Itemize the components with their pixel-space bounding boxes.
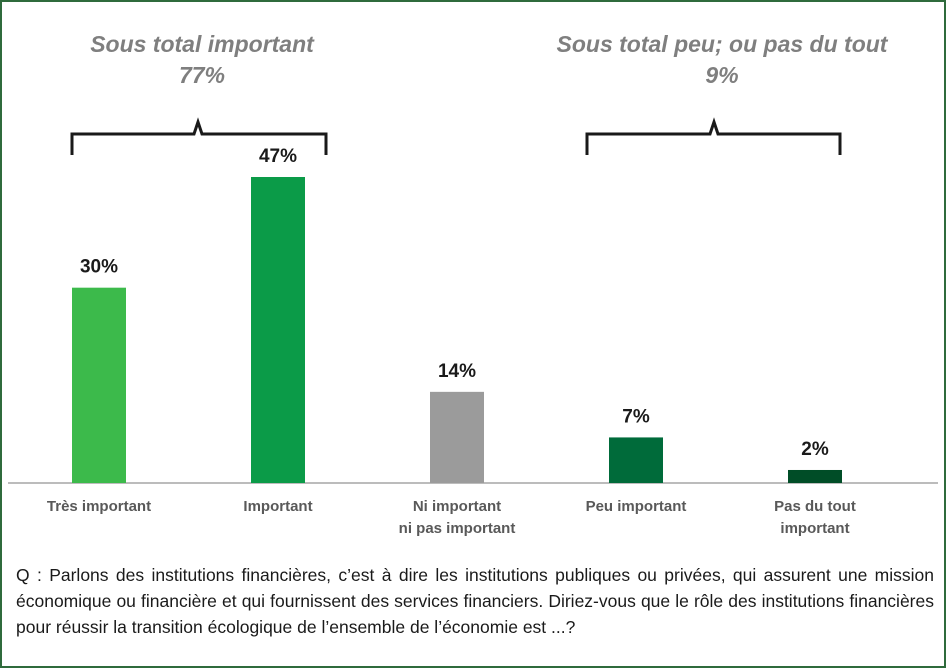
bracket <box>70 117 328 155</box>
annotation: 9% <box>705 62 738 88</box>
bar <box>251 177 305 483</box>
bar <box>788 469 842 483</box>
x-tick-label: Très important <box>47 498 151 515</box>
value-label: 14% <box>438 361 476 382</box>
annotation: 77% <box>179 62 225 88</box>
bar <box>430 391 484 483</box>
x-tick-label: Pas du tout important <box>774 498 856 537</box>
chart: 30% Très important 47% Important 14% Ni impor… <box>8 31 938 537</box>
annotation: Sous total important <box>90 31 315 57</box>
bracket <box>585 117 842 155</box>
value-label: 47% <box>259 146 297 167</box>
bar <box>609 437 663 483</box>
value-label: 2% <box>801 439 829 460</box>
bar <box>72 287 126 483</box>
annotation: Sous total peu; ou pas du tout <box>557 31 889 57</box>
value-label: 7% <box>622 406 650 427</box>
value-label: 30% <box>80 257 118 278</box>
x-tick-label: Important <box>243 498 312 515</box>
x-tick-label: Ni important ni pas important <box>399 498 516 537</box>
brackets <box>70 117 842 155</box>
question: Q : Parlons des institutions financières… <box>16 565 934 637</box>
x-tick-label: Peu important <box>586 498 687 515</box>
